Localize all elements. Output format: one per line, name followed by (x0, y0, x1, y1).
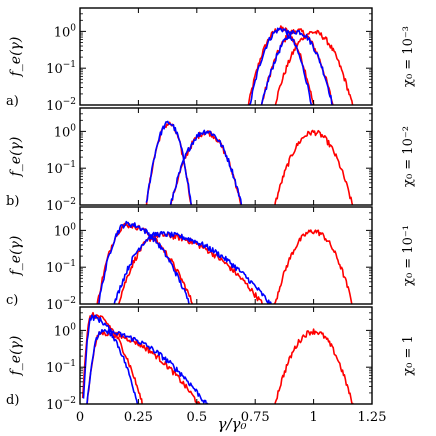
series-1-peak-3 (274, 29, 354, 105)
series-2-peak-1 (145, 120, 192, 205)
series-2-peak-2 (169, 129, 243, 205)
y-axis-label: f_e(γ) (8, 137, 24, 178)
y-tick-label: 10−1 (46, 259, 76, 276)
series-2-peak-1 (82, 314, 139, 404)
panel-label: d) (6, 393, 19, 408)
panel-1: 100 10−1 10−2 f_e(γ) a) χ₀ = 10⁻³ (6, 7, 416, 114)
series-1-peak-1 (247, 25, 315, 105)
y-tick-label: 10−2 (46, 296, 76, 313)
chi-label: χ₀ = 10⁻² (401, 126, 416, 187)
series-2-peak-2 (260, 29, 334, 105)
series-2-peak-2 (86, 328, 209, 404)
x-tick-label: 0 (76, 410, 84, 425)
chi-label: χ₀ = 10⁻³ (401, 26, 416, 87)
panel-label: b) (6, 194, 19, 209)
series-1-peak-3 (274, 129, 354, 205)
x-tick-label: 0.75 (241, 410, 270, 425)
plot-frame (79, 206, 373, 305)
y-tick-label: 100 (54, 23, 77, 40)
panel-2: 100 10−1 10−2 f_e(γ) b) χ₀ = 10⁻² (6, 107, 416, 214)
series-1-peak-3 (274, 328, 354, 404)
series-group (145, 120, 354, 205)
y-tick-label: 10−2 (46, 197, 76, 214)
x-axis: 0 0.25 0.5 0.75 1 1.25 (76, 410, 387, 425)
y-tick-label: 100 (54, 222, 77, 239)
y-tick-label: 10−1 (46, 160, 76, 177)
chi-label: χ₀ = 10⁻¹ (401, 225, 416, 286)
panel-4: 100 10−1 10−2 f_e(γ) d) χ₀ = 1 (6, 306, 416, 413)
y-axis-label: f_e(γ) (8, 236, 24, 277)
x-tick-label: 1 (309, 410, 317, 425)
y-tick-label: 10−1 (46, 359, 76, 376)
panel-3: 100 10−1 10−2 f_e(γ) c) χ₀ = 10⁻¹ (6, 206, 416, 313)
x-tick-label: 0.25 (124, 410, 153, 425)
x-axis-label: γ/γ₀ (218, 415, 247, 433)
plot-frame (79, 107, 373, 206)
plot-frame (79, 7, 373, 106)
y-tick-label: 100 (54, 123, 77, 140)
y-axis-label: f_e(γ) (8, 336, 24, 377)
plot-frame (79, 306, 373, 405)
y-tick-label: 10−1 (46, 60, 76, 77)
series-2-peak-2 (113, 230, 272, 304)
y-tick-label: 10−2 (46, 396, 76, 413)
series-2-peak-1 (248, 27, 314, 105)
panels: 100 10−1 10−2 f_e(γ) a) χ₀ = 10⁻³ 100 10−1 10−2 f… (6, 7, 416, 413)
series-group (96, 220, 353, 304)
chi-label: χ₀ = 1 (401, 335, 416, 376)
y-axis-label: f_e(γ) (8, 37, 24, 78)
x-tick-label: 0.5 (186, 410, 207, 425)
y-tick-label: 100 (54, 322, 77, 339)
panel-label: c) (6, 293, 18, 308)
x-tick-label: 1.25 (358, 410, 387, 425)
series-1-peak-3 (273, 229, 353, 304)
series-group (247, 25, 354, 105)
series-group (81, 311, 354, 404)
series-1-peak-2 (118, 231, 264, 304)
series-1-peak-2 (86, 330, 201, 404)
series-2-peak-1 (98, 220, 190, 304)
series-1-peak-1 (81, 311, 143, 404)
y-tick-label: 10−2 (46, 97, 76, 114)
panel-label: a) (6, 94, 19, 109)
